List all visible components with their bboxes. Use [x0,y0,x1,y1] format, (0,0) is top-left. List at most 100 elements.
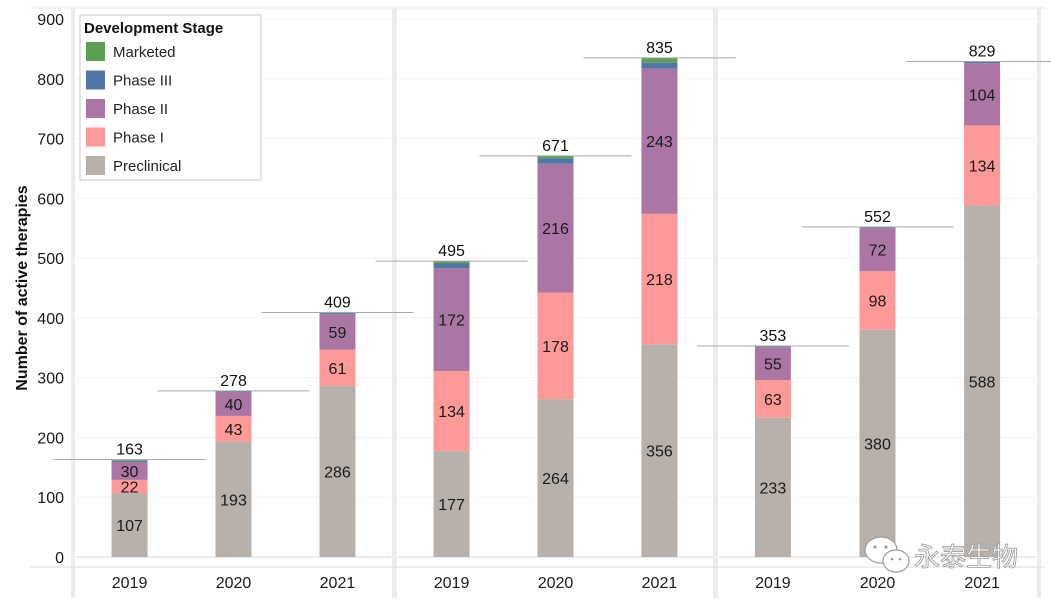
bar-segment-phase-iii [537,158,574,164]
bar-segment-preclinical [964,205,1001,558]
legend-item: Phase I [86,127,164,147]
segment-value-label: 177 [438,497,465,514]
bar-segment-preclinical [319,386,356,557]
legend-swatch [86,70,105,90]
bar-segment-preclinical [111,493,148,557]
panel-separator [392,8,397,598]
bar-segment-phase-iii [319,313,356,315]
legend-label: Phase III [113,73,172,90]
bar-segment-phase-i [964,125,1001,206]
legend-item: Phase II [86,99,168,118]
segment-value-label: 61 [329,361,347,378]
bar-segment-marketed [537,155,574,159]
bar-segment-phase-iii [859,227,896,229]
y-axis-label: Number of active therapies [14,185,31,391]
wechat-icon [864,536,910,573]
bar-segment-phase-ii [641,68,678,214]
bar-stack: 177 134 172 495 [375,243,528,557]
bar-segment-phase-i [859,271,896,330]
segment-value-label: 134 [969,158,996,175]
legend-box [79,14,262,181]
segment-value-label: 286 [324,465,351,482]
bar-stack: 380 98 72 552 [801,209,954,557]
total-label: 552 [864,209,891,226]
bar-segment-phase-iii [641,62,678,69]
bar-segment-phase-i [433,371,470,452]
bar-segment-phase-iii [215,391,252,393]
y-tick-label: 900 [37,12,64,29]
segment-value-label: 63 [764,392,782,409]
panel-separator [1037,8,1041,598]
bar-stack: 193 43 40 278 [157,373,310,557]
segment-value-label: 107 [116,518,143,535]
bar-segment-phase-ii [859,228,896,272]
bar-segment-phase-i [319,349,356,387]
bar-segment-preclinical [641,344,678,557]
bar-segment-phase-iii [111,460,148,462]
segment-value-label: 264 [542,471,569,488]
bar-stack: 356 218 243 835 [583,40,736,557]
bar-segment-preclinical [433,451,470,557]
bar-stack: 264 178 216 671 [479,138,632,557]
panel-separator [713,8,718,598]
segment-value-label: 172 [438,313,465,330]
bar-segment-phase-i [215,415,252,442]
y-tick-label: 600 [37,191,64,208]
bar-segment-phase-ii [319,314,356,350]
legend-swatch [86,127,105,147]
bar-stack: 233 63 55 353 [696,328,849,557]
segment-value-label: 55 [764,357,782,374]
x-tick-label: 2021 [320,575,356,592]
y-axis: 0 100 200 300 400 500 600 700 800 900 [37,12,64,567]
watermark: 永泰生物 [864,536,1018,573]
bar-stack: 286 61 59 409 [261,295,414,557]
bar-segment-preclinical [215,441,252,557]
segment-value-label: 218 [646,272,673,289]
watermark-text: 永泰生物 [914,542,1018,572]
legend-swatch [86,42,105,61]
segment-value-label: 30 [121,464,139,481]
y-tick-label: 100 [37,490,64,507]
bar-segment-phase-ii [537,163,574,293]
bar-segment-phase-iii [754,345,791,348]
bar-segment-preclinical [537,399,574,557]
x-tick-label: 2020 [216,575,252,592]
x-axis: 2019 2020 2021 2019 2020 2021 2019 2020 2021 [30,566,1045,592]
segment-value-label: 380 [864,436,891,453]
panel-separator [71,8,75,598]
segment-value-label: 134 [438,404,465,421]
x-tick-label: 2019 [112,575,148,592]
x-tick-label: 2019 [755,575,791,592]
total-label: 353 [760,328,787,345]
segment-value-label: 22 [121,479,139,496]
x-tick-label: 2020 [860,575,896,592]
segment-value-label: 98 [869,294,887,311]
segment-value-label: 588 [969,374,996,391]
legend-item: Phase III [86,70,172,90]
segment-value-label: 59 [329,325,347,342]
total-label: 829 [969,43,996,60]
total-label: 278 [220,373,247,390]
panel-backgrounds [30,7,1045,598]
segment-value-label: 193 [220,492,247,509]
bar-segment-phase-ii [754,347,791,381]
legend-label: Phase I [113,130,164,147]
legend-item: Marketed [86,42,176,61]
total-label: 163 [116,442,143,459]
y-tick-label: 700 [37,132,64,149]
legend-swatch [86,99,105,118]
total-label: 409 [324,295,351,312]
bar-segment-phase-ii [111,461,148,480]
y-tick-label: 400 [37,311,64,328]
bar-segment-preclinical [754,417,791,557]
legend-item: Preclinical [86,156,181,175]
x-tick-label: 2021 [642,575,678,592]
total-label: 835 [646,40,673,57]
x-tick-label: 2019 [434,575,470,592]
legend-label: Marketed [113,44,176,61]
segment-value-label: 233 [760,480,787,497]
y-tick-label: 0 [55,550,64,567]
